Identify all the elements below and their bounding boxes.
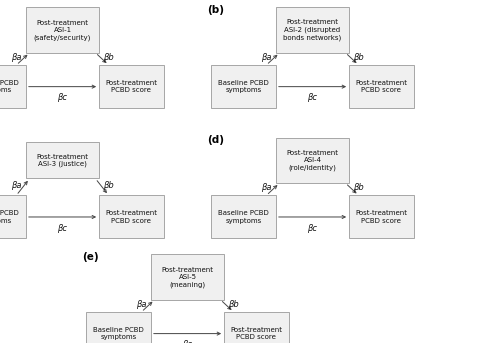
FancyBboxPatch shape — [349, 65, 414, 108]
Text: βc: βc — [182, 340, 192, 343]
FancyBboxPatch shape — [0, 196, 26, 238]
Text: Baseline PCBD
symptoms: Baseline PCBD symptoms — [218, 80, 269, 93]
Text: βc: βc — [58, 224, 68, 233]
Text: βc: βc — [308, 93, 318, 103]
FancyBboxPatch shape — [99, 196, 164, 238]
FancyBboxPatch shape — [349, 196, 414, 238]
FancyBboxPatch shape — [26, 142, 99, 178]
Text: Baseline PCBD
symptoms: Baseline PCBD symptoms — [94, 327, 144, 340]
Text: Post-treatment
PCBD score: Post-treatment PCBD score — [356, 210, 408, 224]
Text: βc: βc — [308, 224, 318, 233]
Text: βa: βa — [261, 183, 272, 192]
Text: Post-treatment
PCBD score: Post-treatment PCBD score — [106, 210, 158, 224]
Text: βb: βb — [228, 300, 239, 309]
Text: Baseline PCBD
symptoms: Baseline PCBD symptoms — [218, 210, 269, 224]
Text: Post-treatment
ASI-1
(safety/security): Post-treatment ASI-1 (safety/security) — [34, 20, 91, 40]
FancyBboxPatch shape — [86, 312, 151, 343]
Text: Post-treatment
ASI-4
(role/identity): Post-treatment ASI-4 (role/identity) — [286, 150, 339, 171]
Text: Post-treatment
PCBD score: Post-treatment PCBD score — [356, 80, 408, 93]
FancyBboxPatch shape — [151, 255, 224, 300]
Text: βb: βb — [103, 53, 114, 62]
Text: βa: βa — [11, 181, 22, 190]
Text: βa: βa — [261, 53, 272, 62]
Text: (b): (b) — [207, 5, 224, 15]
FancyBboxPatch shape — [276, 138, 349, 183]
Text: βb: βb — [353, 53, 364, 62]
FancyBboxPatch shape — [0, 65, 26, 108]
Text: Post-treatment
ASI-5
(meaning): Post-treatment ASI-5 (meaning) — [162, 267, 214, 287]
Text: βa: βa — [136, 300, 146, 309]
Text: Post-treatment
ASI-3 (justice): Post-treatment ASI-3 (justice) — [36, 154, 88, 167]
Text: βb: βb — [353, 183, 364, 192]
Text: Baseline PCBD
symptoms: Baseline PCBD symptoms — [0, 80, 19, 93]
FancyBboxPatch shape — [212, 65, 276, 108]
Text: Post-treatment
PCBD score: Post-treatment PCBD score — [106, 80, 158, 93]
Text: Post-treatment
ASI-2 (disrupted
bonds networks): Post-treatment ASI-2 (disrupted bonds ne… — [284, 19, 342, 41]
Text: Baseline PCBD
symptoms: Baseline PCBD symptoms — [0, 210, 19, 224]
Text: βb: βb — [103, 181, 114, 190]
Text: βc: βc — [58, 93, 68, 103]
FancyBboxPatch shape — [99, 65, 164, 108]
FancyBboxPatch shape — [26, 8, 99, 53]
FancyBboxPatch shape — [224, 312, 288, 343]
Text: (d): (d) — [207, 135, 224, 145]
Text: (e): (e) — [82, 252, 99, 262]
Text: βa: βa — [11, 53, 22, 62]
FancyBboxPatch shape — [276, 8, 349, 53]
Text: Post-treatment
PCBD score: Post-treatment PCBD score — [230, 327, 282, 340]
FancyBboxPatch shape — [212, 196, 276, 238]
